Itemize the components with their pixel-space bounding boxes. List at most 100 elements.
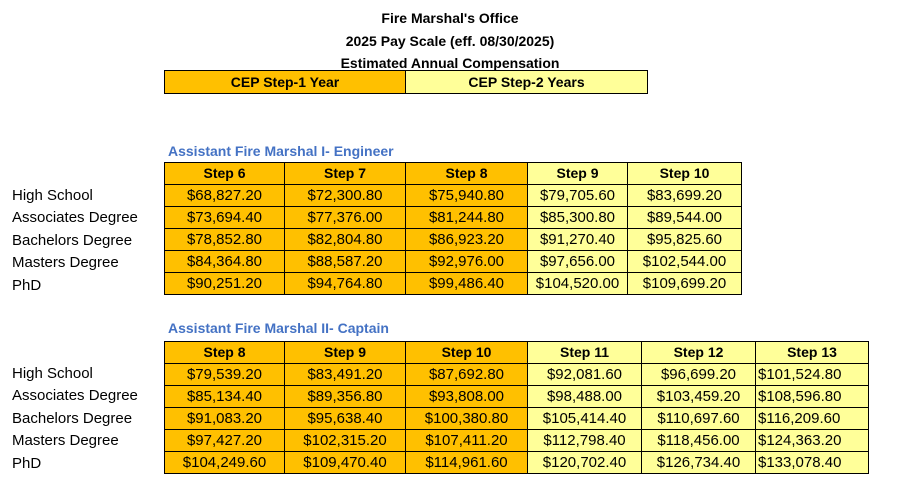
legend-step1: CEP Step-1 Year <box>165 71 406 93</box>
table-cell: $81,244.80 <box>405 206 528 229</box>
table-cell: $133,078.40 <box>755 451 869 474</box>
table-row: $85,134.40 $89,356.80 $93,808.00 $98,488… <box>164 385 869 408</box>
table-cell: $90,251.20 <box>164 272 285 295</box>
table-cell: $85,134.40 <box>164 385 285 408</box>
table-cell: $107,411.20 <box>405 429 528 452</box>
table-cell: $110,697.60 <box>641 407 756 430</box>
table-cell: $104,249.60 <box>164 451 285 474</box>
table-cell: $124,363.20 <box>755 429 869 452</box>
table1-pay-scale: Step 6 Step 7 Step 8 Step 9 Step 10 $68,… <box>164 162 742 295</box>
table-cell: $86,923.20 <box>405 228 528 251</box>
table-cell: $97,427.20 <box>164 429 285 452</box>
table-cell: $75,940.80 <box>405 184 528 207</box>
table-cell: $79,705.60 <box>527 184 628 207</box>
table-cell: $88,587.20 <box>284 250 406 273</box>
table-cell: $94,764.80 <box>284 272 406 295</box>
table-cell: $97,656.00 <box>527 250 628 273</box>
table-row: $104,249.60 $109,470.40 $114,961.60 $120… <box>164 451 869 474</box>
row-label: High School <box>12 365 93 382</box>
table-cell: $101,524.80 <box>755 363 869 386</box>
table-cell: $95,638.40 <box>284 407 406 430</box>
table-row: $97,427.20 $102,315.20 $107,411.20 $112,… <box>164 429 869 452</box>
table-cell: $87,692.80 <box>405 363 528 386</box>
column-header: Step 6 <box>164 162 285 185</box>
table-cell: $89,544.00 <box>627 206 742 229</box>
table-cell: $105,414.40 <box>527 407 642 430</box>
table-cell: $68,827.20 <box>164 184 285 207</box>
column-header: Step 10 <box>405 341 528 364</box>
table-cell: $102,315.20 <box>284 429 406 452</box>
table-header-row: Step 8 Step 9 Step 10 Step 11 Step 12 St… <box>164 341 869 364</box>
table2-row-labels: High School Associates Degree Bachelors … <box>12 363 138 475</box>
table-cell: $91,270.40 <box>527 228 628 251</box>
table-cell: $83,491.20 <box>284 363 406 386</box>
table-row: $84,364.80 $88,587.20 $92,976.00 $97,656… <box>164 250 742 273</box>
table-cell: $93,808.00 <box>405 385 528 408</box>
table-row: $78,852.80 $82,804.80 $86,923.20 $91,270… <box>164 228 742 251</box>
table-cell: $114,961.60 <box>405 451 528 474</box>
table-cell: $83,699.20 <box>627 184 742 207</box>
table-cell: $78,852.80 <box>164 228 285 251</box>
table-cell: $79,539.20 <box>164 363 285 386</box>
table-cell: $103,459.20 <box>641 385 756 408</box>
row-label: High School <box>12 187 93 204</box>
table1-row-labels: High School Associates Degree Bachelors … <box>12 185 138 297</box>
table-cell: $120,702.40 <box>527 451 642 474</box>
table-row: $68,827.20 $72,300.80 $75,940.80 $79,705… <box>164 184 742 207</box>
column-header: Step 9 <box>284 341 406 364</box>
table-cell: $91,083.20 <box>164 407 285 430</box>
table-cell: $100,380.80 <box>405 407 528 430</box>
table-cell: $72,300.80 <box>284 184 406 207</box>
page-caption: Estimated Annual Compensation <box>340 55 560 71</box>
table-cell: $112,798.40 <box>527 429 642 452</box>
table2-title: Assistant Fire Marshal II- Captain <box>168 320 389 336</box>
column-header: Step 8 <box>164 341 285 364</box>
table-row: $79,539.20 $83,491.20 $87,692.80 $92,081… <box>164 363 869 386</box>
table-cell: $126,734.40 <box>641 451 756 474</box>
row-label: PhD <box>12 276 42 294</box>
table-row: $91,083.20 $95,638.40 $100,380.80 $105,4… <box>164 407 869 430</box>
column-header: Step 10 <box>627 162 742 185</box>
cep-legend: CEP Step-1 Year CEP Step-2 Years <box>164 70 648 94</box>
table-cell: $104,520.00 <box>527 272 628 295</box>
table-cell: $77,376.00 <box>284 206 406 229</box>
page-subtitle: 2025 Pay Scale (eff. 08/30/2025) <box>345 33 555 49</box>
table-cell: $99,486.40 <box>405 272 528 295</box>
column-header: Step 7 <box>284 162 406 185</box>
column-header: Step 9 <box>527 162 628 185</box>
table-cell: $84,364.80 <box>164 250 285 273</box>
table-cell: $73,694.40 <box>164 206 285 229</box>
table-cell: $109,470.40 <box>284 451 406 474</box>
table2-pay-scale: Step 8 Step 9 Step 10 Step 11 Step 12 St… <box>164 341 869 474</box>
table-cell: $82,804.80 <box>284 228 406 251</box>
table-cell: $96,699.20 <box>641 363 756 386</box>
column-header: Step 11 <box>527 341 642 364</box>
row-label: Bachelors Degree <box>12 409 133 427</box>
table-header-row: Step 6 Step 7 Step 8 Step 9 Step 10 <box>164 162 742 185</box>
row-label: Associates Degree <box>12 209 138 227</box>
table-cell: $108,596.80 <box>755 385 869 408</box>
row-label: Bachelors Degree <box>12 231 133 249</box>
row-label: Associates Degree <box>12 387 138 405</box>
row-label: Masters Degree <box>12 432 119 450</box>
table-cell: $92,081.60 <box>527 363 642 386</box>
column-header: Step 12 <box>641 341 756 364</box>
table-cell: $95,825.60 <box>627 228 742 251</box>
table-row: $90,251.20 $94,764.80 $99,486.40 $104,52… <box>164 272 742 295</box>
legend-step2: CEP Step-2 Years <box>406 71 647 93</box>
row-label: PhD <box>12 454 42 472</box>
table-cell: $102,544.00 <box>627 250 742 273</box>
table-row: $73,694.40 $77,376.00 $81,244.80 $85,300… <box>164 206 742 229</box>
table-cell: $116,209.60 <box>755 407 869 430</box>
table-cell: $89,356.80 <box>284 385 406 408</box>
column-header: Step 8 <box>405 162 528 185</box>
table-cell: $85,300.80 <box>527 206 628 229</box>
row-label: Masters Degree <box>12 254 119 272</box>
table-cell: $118,456.00 <box>641 429 756 452</box>
table-cell: $98,488.00 <box>527 385 642 408</box>
table-cell: $109,699.20 <box>627 272 742 295</box>
column-header: Step 13 <box>755 341 869 364</box>
page-title: Fire Marshal's Office <box>381 10 519 26</box>
table-cell: $92,976.00 <box>405 250 528 273</box>
table1-title: Assistant Fire Marshal I- Engineer <box>168 143 394 159</box>
